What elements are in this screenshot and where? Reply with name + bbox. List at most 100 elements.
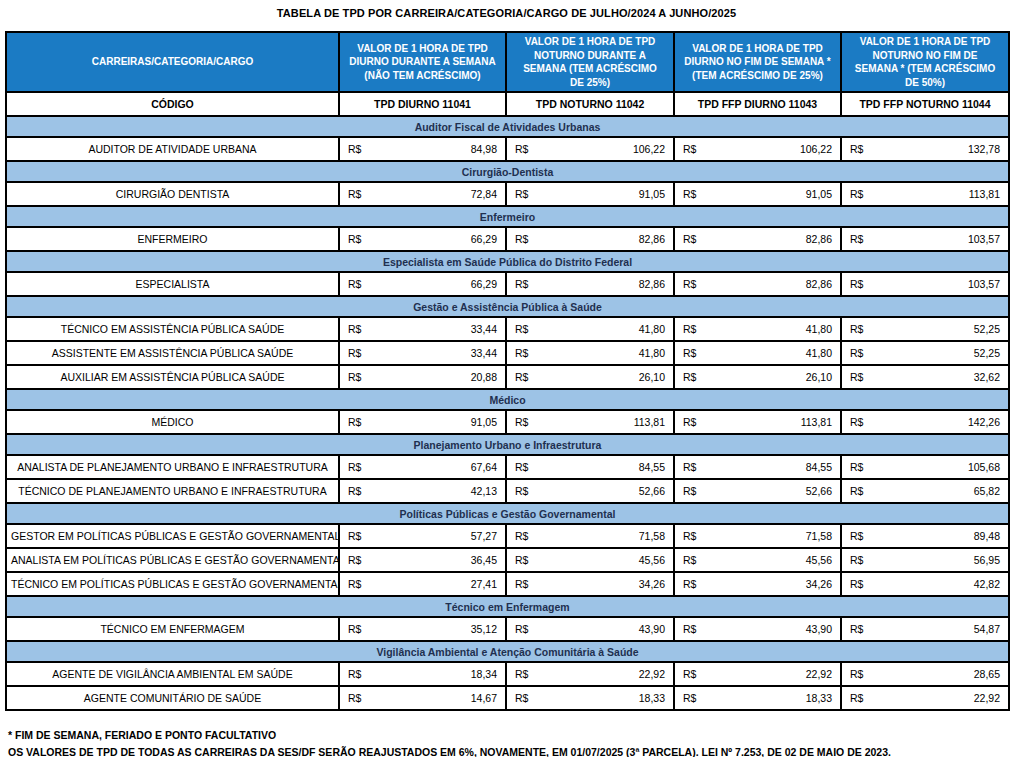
value-cell: R$18,33: [674, 686, 841, 710]
value-amount: 82,86: [806, 278, 832, 290]
value-amount: 28,65: [974, 668, 1000, 680]
value-cell: R$35,12: [339, 617, 506, 641]
value-amount: 22,92: [639, 668, 665, 680]
value-cell: R$113,81: [841, 182, 1009, 206]
table-row: AUDITOR DE ATIVIDADE URBANAR$84,98R$106,…: [6, 137, 1009, 161]
currency-label: R$: [683, 668, 696, 680]
value-cell: R$52,25: [841, 317, 1009, 341]
section-header-cell: Planejamento Urbano e Infraestrutura: [6, 434, 1009, 455]
value-cell: R$105,68: [841, 455, 1009, 479]
table-row: ENFERMEIROR$66,29R$82,86R$82,86R$103,57: [6, 227, 1009, 251]
currency-label: R$: [850, 530, 863, 542]
value-cell: R$66,29: [339, 227, 506, 251]
value-amount: 14,67: [471, 692, 497, 704]
currency-label: R$: [348, 143, 361, 155]
section-header-cell: Cirurgião-Dentista: [6, 161, 1009, 182]
value-cell: R$ 20,88: [339, 365, 506, 389]
table-row: CIRURGIÃO DENTISTAR$72,84R$91,05R$91,05R…: [6, 182, 1009, 206]
value-amount: 82,86: [639, 233, 665, 245]
value-amount: 18,33: [806, 692, 832, 704]
value-amount: 41,80: [806, 347, 832, 359]
currency-label: R$: [348, 323, 361, 335]
value-amount: 36,45: [471, 554, 497, 566]
cargo-cell: ESPECIALISTA: [6, 272, 339, 296]
currency-label: R$: [515, 416, 528, 428]
cargo-cell: GESTOR EM POLÍTICAS PÚBLICAS E GESTÃO GO…: [6, 524, 339, 548]
value-amount: 45,56: [639, 554, 665, 566]
value-amount: 52,66: [806, 485, 832, 497]
value-cell: R$22,92: [506, 662, 674, 686]
value-cell: R$43,90: [506, 617, 674, 641]
table-header-row: CARREIRAS/CATEGORIA/CARGO VALOR DE 1 HOR…: [6, 32, 1009, 92]
value-amount: 57,27: [471, 530, 497, 542]
value-cell: R$32,62: [841, 365, 1009, 389]
value-cell: R$26,10: [506, 365, 674, 389]
value-amount: 33,44: [471, 347, 497, 359]
header-tpd-diurno-semana: VALOR DE 1 HORA DE TPD DIURNO DURANTE A …: [339, 32, 506, 92]
table-row: ASSISTENTE EM ASSISTÊNCIA PÚBLICA SAÚDER…: [6, 341, 1009, 365]
value-cell: R$52,66: [506, 479, 674, 503]
section-header-cell: Técnico em Enfermagem: [6, 596, 1009, 617]
cargo-cell: TÉCNICO DE PLANEJAMENTO URBANO E INFRAES…: [6, 479, 339, 503]
currency-label: R$: [515, 188, 528, 200]
header-tpd-noturno-semana: VALOR DE 1 HORA DE TPD NOTURNO DURANTE A…: [506, 32, 674, 92]
section-header-cell: Auditor Fiscal de Atividades Urbanas: [6, 116, 1009, 137]
cargo-cell: ANALISTA DE PLANEJAMENTO URBANO E INFRAE…: [6, 455, 339, 479]
value-cell: R$89,48: [841, 524, 1009, 548]
currency-label: R$: [348, 554, 361, 566]
page-title: TABELA DE TPD POR CARREIRA/CATEGORIA/CAR…: [0, 0, 1013, 19]
value-cell: R$106,22: [674, 137, 841, 161]
currency-label: R$: [850, 668, 863, 680]
section-header-cell: Enfermeiro: [6, 206, 1009, 227]
value-cell: R$33,44: [339, 341, 506, 365]
cargo-cell: ASSISTENTE EM ASSISTÊNCIA PÚBLICA SAÚDE: [6, 341, 339, 365]
value-amount: 52,66: [639, 485, 665, 497]
currency-label: R$: [850, 323, 863, 335]
value-cell: R$142,26: [841, 410, 1009, 434]
value-cell: R$57,27: [339, 524, 506, 548]
value-cell: R$91,05: [506, 182, 674, 206]
table-row: AUXILIAR EM ASSISTÊNCIA PÚBLICA SAÚDER$2…: [6, 365, 1009, 389]
currency-label: R$: [515, 692, 528, 704]
value-amount: 71,58: [639, 530, 665, 542]
value-amount: 67,64: [471, 461, 497, 473]
currency-label: R$: [850, 623, 863, 635]
footnote-line: OS VALORES DE TPD DE TODAS AS CARREIRAS …: [8, 744, 1013, 757]
codigo-tpd-ffp-diurno: TPD FFP DIURNO 11043: [674, 92, 841, 116]
value-amount: 27,41: [471, 578, 497, 590]
value-amount: 20,88: [471, 371, 497, 383]
footnote-line: * FIM DE SEMANA, FERIADO E PONTO FACULTA…: [8, 727, 1013, 744]
header-tpd-diurno-fim-de-semana: VALOR DE 1 HORA DE TPD DIURNO NO FIM DE …: [674, 32, 841, 92]
value-cell: R$34,26: [506, 572, 674, 596]
currency-label: R$: [515, 554, 528, 566]
table-row: ANALISTA EM POLÍTICAS PÚBLICAS E GESTÃO …: [6, 548, 1009, 572]
value-cell: R$ 45,56: [506, 548, 674, 572]
value-cell: R$ 36,45: [339, 548, 506, 572]
cargo-cell: CIRURGIÃO DENTISTA: [6, 182, 339, 206]
currency-label: R$: [683, 554, 696, 566]
value-cell: R$ 28,65: [841, 662, 1009, 686]
currency-label: R$: [515, 347, 528, 359]
cargo-cell: AUDITOR DE ATIVIDADE URBANA: [6, 137, 339, 161]
value-cell: R$ 91,05: [674, 182, 841, 206]
value-amount: 132,78: [968, 143, 1000, 155]
table-row: GESTOR EM POLÍTICAS PÚBLICAS E GESTÃO GO…: [6, 524, 1009, 548]
currency-label: R$: [683, 188, 696, 200]
value-cell: R$84,98: [339, 137, 506, 161]
table-row: ANALISTA DE PLANEJAMENTO URBANO E INFRAE…: [6, 455, 1009, 479]
value-amount: 142,26: [968, 416, 1000, 428]
currency-label: R$: [348, 371, 361, 383]
header-carreiras-categoria-cargo: CARREIRAS/CATEGORIA/CARGO: [6, 32, 339, 92]
currency-label: R$: [683, 461, 696, 473]
value-amount: 91,05: [806, 188, 832, 200]
section-row: Especialista em Saúde Pública do Distrit…: [6, 251, 1009, 272]
currency-label: R$: [683, 371, 696, 383]
value-cell: R$42,13: [339, 479, 506, 503]
value-amount: 106,22: [633, 143, 665, 155]
section-header-cell: Vigilância Ambiental e Atenção Comunitár…: [6, 641, 1009, 662]
currency-label: R$: [515, 323, 528, 335]
value-cell: R$67,64: [339, 455, 506, 479]
currency-label: R$: [683, 278, 696, 290]
currency-label: R$: [348, 623, 361, 635]
currency-label: R$: [348, 233, 361, 245]
